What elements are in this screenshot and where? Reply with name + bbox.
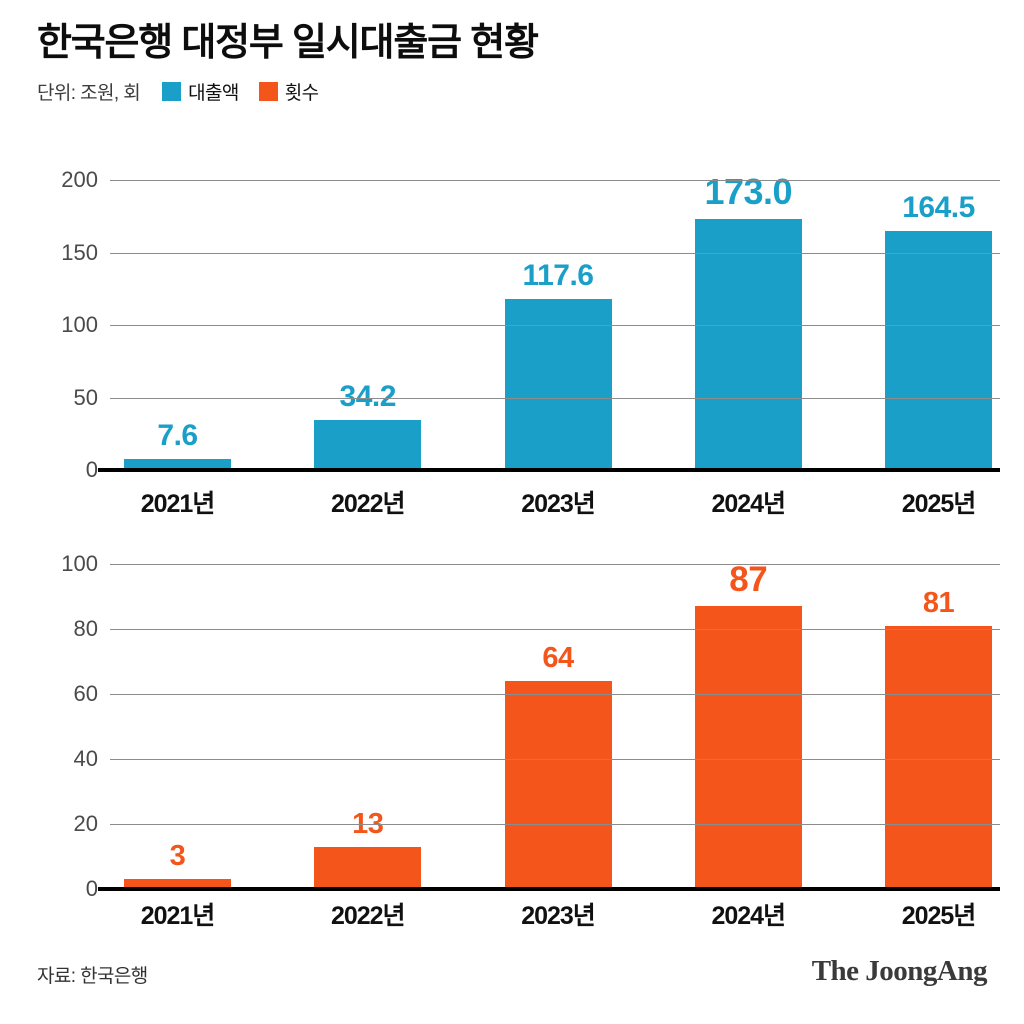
x-axis-label: 2025년 [901, 490, 977, 518]
x-axis-label: 2024년 [711, 902, 786, 930]
y-axis-tick-loan: 150 [61, 239, 98, 265]
gridline [110, 629, 1000, 630]
gridline [110, 564, 1000, 565]
legend-item-count: 횟수 [258, 78, 319, 105]
gridline [110, 180, 1000, 181]
bar-value-label: 87 [729, 560, 768, 600]
x-axis-label: 2023년 [521, 490, 596, 518]
brand-logo: The JoongAng [811, 955, 988, 987]
unit-and-legend-row: 단위: 조원, 회 대출액 횟수 [37, 79, 987, 105]
bar [314, 420, 422, 470]
bar [504, 299, 612, 470]
chart-legend: 대출액 횟수 [162, 78, 319, 105]
gridline [110, 759, 1000, 760]
bar-slot: 164.5 [885, 180, 992, 470]
bar [694, 606, 802, 889]
bar-slot: 3 [124, 564, 231, 889]
bar [885, 231, 992, 470]
bar-value-label: 173.0 [704, 171, 793, 213]
x-axis-line-loan [98, 468, 1000, 472]
y-axis-tick-loan: 50 [73, 384, 98, 410]
bar [124, 458, 231, 470]
y-axis-tick-loan: 0 [85, 457, 98, 482]
legend-swatch-count-icon [258, 82, 278, 102]
bar-group-count: 3 13 64 87 81 [110, 560, 1000, 889]
chart-loan-amount: 7.6 34.2 117.6 173.0 164.5 0 50 100 150 200 [0, 160, 1024, 510]
legend-swatch-loan-icon [162, 82, 182, 102]
legend-label-count: 횟수 [284, 83, 319, 105]
x-axis-label: 2021년 [140, 902, 216, 930]
chart-loan-count: 3 13 64 87 81 0 20 40 60 80 100 [0, 548, 1024, 938]
x-axis-label: 2024년 [711, 490, 786, 518]
y-axis-tick-count: 20 [73, 811, 98, 836]
bar [314, 846, 422, 889]
gridline [110, 252, 1000, 254]
bar [504, 681, 612, 889]
x-axis-labels-loan: 2021년 2022년 2023년 2024년 2025년 [110, 484, 1000, 520]
x-axis-label: 2021년 [140, 490, 216, 518]
bar-value-label: 117.6 [522, 259, 594, 293]
chart-footer: 자료: 한국은행 The JoongAng [37, 955, 988, 988]
bar-slot: 87 [694, 560, 802, 889]
bar [885, 625, 992, 889]
x-axis-label: 2023년 [521, 902, 596, 930]
y-axis-tick-count: 0 [85, 876, 98, 901]
y-axis-tick-loan: 100 [61, 312, 98, 337]
legend-item-loan: 대출액 [162, 78, 239, 105]
gridline [110, 694, 1000, 695]
bar-slot: 173.0 [694, 171, 802, 470]
bar [694, 219, 802, 470]
y-axis-tick-loan: 200 [61, 167, 98, 192]
bar-slot: 34.2 [314, 180, 422, 470]
x-axis-label: 2022년 [330, 490, 406, 518]
bar-value-label: 34.2 [339, 380, 397, 414]
bar-value-label: 81 [922, 586, 955, 619]
plot-area-count: 3 13 64 87 81 0 20 40 60 80 100 [61, 551, 1000, 901]
bar-slot: 117.6 [504, 180, 612, 470]
y-axis-tick-count: 80 [73, 616, 98, 641]
bar-value-label: 64 [542, 642, 574, 674]
plot-area-loan: 7.6 34.2 117.6 173.0 164.5 0 50 100 150 200 [61, 167, 1000, 482]
page-title: 한국은행 대정부 일시대출금 현황 [37, 22, 539, 64]
x-axis-line-count [98, 887, 1000, 891]
bar-slot: 7.6 [124, 180, 231, 470]
chart-header: 한국은행 대정부 일시대출금 현황 단위: 조원, 회 대출액 횟수 [37, 22, 987, 105]
bar-value-label: 164.5 [902, 191, 975, 225]
x-axis-labels-count: 2021년 2022년 2023년 2024년 2025년 [110, 896, 1000, 932]
bar-value-label: 13 [352, 807, 384, 840]
unit-label: 단위: 조원, 회 [37, 83, 141, 105]
y-axis-tick-count: 100 [61, 551, 98, 576]
bar-group-loan: 7.6 34.2 117.6 173.0 164.5 [110, 171, 1000, 470]
gridline [110, 325, 1000, 326]
bar [124, 879, 231, 889]
bar-slot: 64 [504, 564, 612, 889]
legend-label-loan: 대출액 [188, 83, 239, 105]
bar-value-label: 7.6 [157, 418, 198, 452]
gridline [110, 397, 1000, 399]
bar-slot: 81 [885, 564, 992, 889]
y-axis-tick-count: 40 [73, 746, 98, 771]
x-axis-label: 2022년 [330, 902, 406, 930]
bar-value-label: 3 [169, 840, 186, 873]
source-note: 자료: 한국은행 [37, 966, 148, 987]
bar-slot: 13 [314, 564, 422, 889]
y-axis-tick-count: 60 [73, 681, 98, 706]
gridline [110, 824, 1000, 825]
x-axis-label: 2025년 [901, 902, 977, 930]
